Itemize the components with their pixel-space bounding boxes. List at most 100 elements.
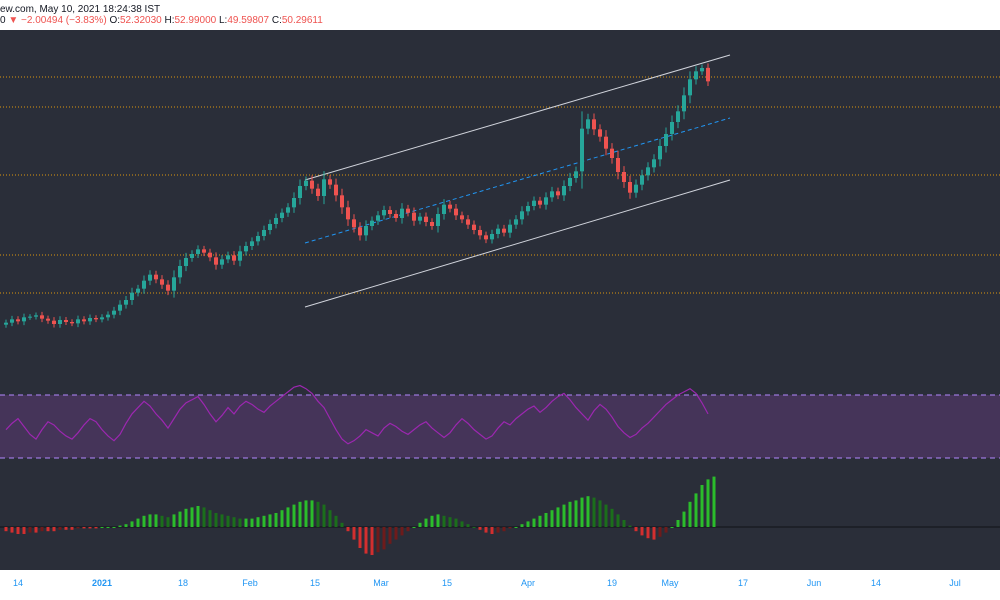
histogram-bar: [256, 517, 260, 527]
time-axis-tick-label: 15: [310, 578, 320, 588]
candle-body: [184, 258, 188, 266]
histogram-bar: [454, 518, 458, 527]
histogram-bar: [424, 518, 428, 527]
histogram-bar: [76, 527, 80, 529]
candle-body: [304, 180, 308, 186]
candle-body: [280, 212, 284, 218]
candle-body: [658, 146, 662, 160]
histogram-bar: [586, 496, 590, 527]
histogram-bar: [472, 527, 476, 528]
histogram-bar: [142, 515, 146, 527]
histogram-bar: [334, 515, 338, 527]
candle-body: [670, 122, 674, 134]
histogram-bar: [352, 527, 356, 540]
candle-body: [610, 148, 614, 158]
change-down-icon: ▼: [8, 15, 19, 26]
histogram-bar: [712, 476, 716, 527]
histogram-bar: [172, 514, 176, 527]
candle-body: [322, 179, 326, 196]
histogram-bar: [700, 485, 704, 527]
candle-body: [592, 119, 596, 130]
histogram-bar: [178, 511, 182, 527]
candle-body: [160, 279, 164, 285]
histogram-bar: [274, 513, 278, 527]
histogram-bar: [64, 527, 68, 530]
candle-body: [118, 304, 122, 311]
low-value: 49.59807: [227, 15, 270, 26]
histogram-bar: [646, 527, 650, 539]
histogram-bar: [340, 522, 344, 527]
histogram-bar: [598, 500, 602, 527]
histogram-bar: [118, 525, 122, 527]
histogram-bar: [58, 527, 62, 530]
histogram-bar: [580, 497, 584, 527]
candle-body: [232, 255, 236, 261]
candle-body: [556, 191, 560, 196]
histogram-bar: [286, 507, 290, 527]
histogram-bar: [124, 524, 128, 527]
histogram-bar: [676, 520, 680, 527]
histogram-bar: [616, 514, 620, 527]
histogram-bar: [202, 507, 206, 527]
candle-body: [412, 212, 416, 221]
time-axis-tick-label: 18: [178, 578, 188, 588]
high-label: H:: [164, 15, 175, 26]
chart-svg[interactable]: [0, 30, 1000, 570]
time-axis[interactable]: 14 2021 18 Feb 15 Mar 15 Apr 19 May 17 Jun 14 Jul: [0, 570, 1000, 600]
histogram-bar: [280, 510, 284, 527]
histogram-bar: [82, 527, 86, 529]
close-value: 50.29611: [281, 15, 323, 26]
candle-body: [124, 300, 128, 305]
histogram-bar: [4, 527, 8, 532]
histogram-bar: [634, 527, 638, 532]
candle-body: [478, 230, 482, 236]
candle-body: [256, 236, 260, 242]
histogram-bar: [106, 527, 110, 528]
candle-body: [136, 288, 140, 293]
candle-body: [64, 320, 68, 322]
channel-lower-line: [304, 179, 731, 308]
candle-body: [40, 315, 44, 319]
candle-body: [586, 119, 590, 129]
histogram-bar: [682, 511, 686, 527]
histogram-bar: [136, 518, 140, 527]
candle-body: [76, 319, 80, 324]
histogram-bar: [658, 527, 662, 537]
close-label: C:: [271, 15, 282, 26]
histogram-bar: [370, 527, 374, 555]
histogram-bar: [538, 515, 542, 527]
candle-body: [484, 235, 488, 240]
candle-body: [598, 129, 602, 137]
chart-area[interactable]: [0, 30, 1000, 570]
candle-body: [346, 207, 350, 220]
histogram-bar: [610, 508, 614, 527]
candle-body: [262, 230, 266, 236]
histogram-bar: [496, 527, 500, 533]
time-axis-tick-label: 15: [442, 578, 452, 588]
histogram-bar: [466, 524, 470, 527]
histogram-bar: [556, 507, 560, 527]
open-value: 52.32030: [120, 15, 162, 26]
oscillator-line: [5, 384, 709, 445]
candle-body: [154, 274, 158, 280]
histogram-bar: [562, 504, 566, 527]
candle-body: [520, 211, 524, 220]
candle-body: [676, 111, 680, 122]
histogram-bar: [292, 504, 296, 527]
histogram-bar: [400, 527, 404, 536]
candle-body: [370, 220, 374, 226]
change-value: −2.00494 (−3.83%): [21, 15, 107, 26]
histogram-bar: [442, 515, 446, 527]
chart-header: ew.com, May 10, 2021 18:24:38 IST 0 ▼ −2…: [0, 0, 1000, 30]
candle-body: [58, 320, 62, 324]
histogram-bar: [130, 521, 134, 527]
candle-body: [94, 318, 98, 320]
histogram-bar: [406, 527, 410, 532]
histogram-bar: [70, 527, 74, 530]
histogram-bar: [514, 527, 518, 528]
histogram-bar: [430, 515, 434, 527]
histogram-bar: [346, 527, 350, 532]
time-axis-tick-label: May: [661, 578, 679, 588]
candle-body: [688, 79, 692, 96]
histogram-bar: [640, 527, 644, 536]
